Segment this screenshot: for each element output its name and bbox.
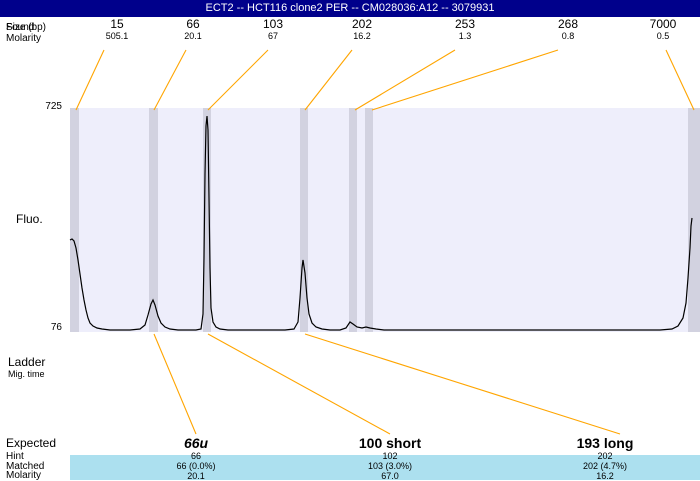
peak-column-6: 268 0.8 (523, 17, 613, 42)
ladder-label: Ladder (8, 355, 46, 369)
leader-top-3 (207, 49, 269, 111)
y-tick-high: 725 (45, 101, 62, 112)
peak-size-3: 103 (262, 17, 284, 31)
fluorescence-trace (69, 115, 693, 331)
peak-column-5: 253 1.3 (420, 17, 510, 42)
y-axis-label: Fluo. (16, 212, 43, 226)
ladder-block: Ladder Mig. time (8, 355, 45, 380)
peak-molarity-2: 20.1 (184, 31, 202, 41)
row-label-size: Size (bp) (6, 22, 47, 33)
expected-hint-3: 202 (597, 451, 613, 461)
marker-band-103 (203, 108, 211, 332)
peak-size-6: 268 (557, 17, 579, 31)
leader-top-4 (304, 49, 353, 111)
leader-top-5 (354, 49, 456, 111)
expected-name-1: 66u (183, 435, 209, 451)
row-label-hint: Hint (6, 451, 24, 462)
peak-size-7: 7000 (649, 17, 677, 31)
peak-molarity-4: 16.2 (353, 31, 371, 41)
y-tick-low: 76 (50, 322, 62, 333)
expected-molarity-1: 20.1 (187, 471, 205, 481)
expected-column-3[interactable]: 193 long 202 202 (4.7%) 16.2 (495, 435, 700, 481)
marker-band-upper (688, 108, 700, 332)
peak-size-5: 253 (454, 17, 476, 31)
row-label-expected: Expected (6, 436, 57, 450)
peak-molarity-5: 1.3 (458, 31, 472, 41)
leader-bottom-1 (153, 333, 197, 435)
leader-bottom-2 (207, 333, 391, 435)
expected-column-2[interactable]: 100 short 102 103 (3.0%) 67.0 (280, 435, 500, 481)
leader-top-7 (665, 49, 695, 111)
marker-band-66 (149, 108, 158, 332)
expected-hint-1: 66 (190, 451, 201, 461)
peak-column-4: 202 16.2 (317, 17, 407, 42)
peak-size-1: 15 (110, 17, 124, 31)
peak-column-7: 7000 0.5 (618, 17, 700, 42)
matched-highlight-bar (70, 455, 700, 480)
leader-bottom-3 (304, 333, 621, 435)
expected-column-1[interactable]: 66u 66 66 (0.0%) 20.1 (86, 435, 306, 481)
expected-matched-3: 202 (4.7%) (582, 461, 628, 471)
top-table-row-labels: Found Size (bp) Molarity (0, 17, 700, 50)
plot-background (70, 108, 700, 332)
peak-column-3: 103 67 (228, 17, 318, 42)
row-label-matched: Matched (6, 461, 45, 472)
electropherogram-plot[interactable] (0, 108, 700, 340)
expected-hint-2: 102 (382, 451, 398, 461)
marker-band-268 (365, 108, 373, 332)
peak-molarity-6: 0.8 (561, 31, 575, 41)
row-label-found: Found (6, 22, 35, 33)
expected-matched-1: 66 (0.0%) (176, 461, 216, 471)
peak-size-4: 202 (351, 17, 373, 31)
leader-top-2 (153, 49, 187, 111)
marker-band-lower (70, 108, 79, 332)
peak-molarity-7: 0.5 (656, 31, 670, 41)
marker-bands (70, 108, 700, 332)
expected-molarity-3: 16.2 (596, 471, 614, 481)
mig-time-label: Mig. time (8, 369, 45, 379)
peak-molarity-1: 505.1 (105, 31, 129, 41)
page-title: ECT2 -- HCT116 clone2 PER -- CM028036:A1… (205, 2, 495, 14)
row-label-molarity-top: Molarity (6, 33, 42, 44)
leader-top-6 (371, 49, 559, 111)
expected-name-3: 193 long (576, 435, 634, 451)
marker-band-202 (300, 108, 308, 332)
peak-size-2: 66 (186, 17, 200, 31)
expected-matched-2: 103 (3.0%) (367, 461, 413, 471)
peak-molarity-3: 67 (267, 31, 278, 41)
marker-band-253 (349, 108, 357, 332)
window-title-bar: ECT2 -- HCT116 clone2 PER -- CM028036:A1… (0, 0, 700, 17)
leader-top-1 (75, 49, 105, 111)
expected-name-2: 100 short (358, 435, 422, 451)
expected-molarity-2: 67.0 (381, 471, 399, 481)
peak-column-1: 15 505.1 (72, 17, 162, 42)
peak-column-2: 66 20.1 (148, 17, 238, 42)
row-label-molarity-bottom: Molarity (6, 470, 42, 481)
